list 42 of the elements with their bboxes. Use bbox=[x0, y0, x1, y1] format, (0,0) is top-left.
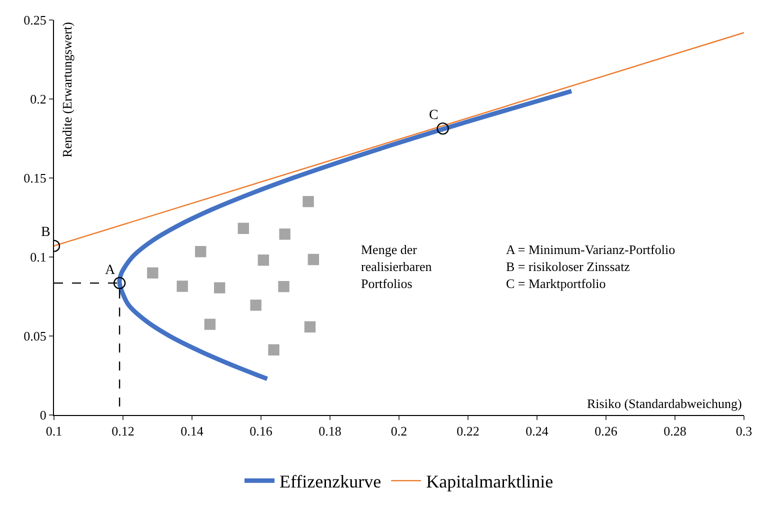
point bbox=[304, 321, 316, 332]
annotation: A = Minimum-Varianz-Portfolio B = risikoloser Zinssatz C = Marktportfolio bbox=[506, 242, 676, 291]
point bbox=[204, 318, 216, 330]
point bbox=[147, 267, 158, 279]
annotation: C bbox=[429, 108, 438, 123]
x-tick-label: 0.18 bbox=[318, 424, 342, 439]
legend-label: Kapitalmarktlinie bbox=[426, 472, 554, 492]
point bbox=[302, 196, 314, 208]
x-tick-label: 0.14 bbox=[180, 424, 204, 439]
x-tick-label: 0.16 bbox=[250, 424, 273, 439]
point bbox=[238, 222, 250, 234]
x-tick-label: 0.3 bbox=[736, 424, 752, 439]
x-tick-label: 0.1 bbox=[46, 424, 62, 439]
legend-label: Effizenzkurve bbox=[280, 472, 382, 492]
x-tick-label: 0.28 bbox=[664, 424, 686, 439]
point bbox=[176, 280, 188, 292]
x-axis-title: Risiko (Standardabweichung) bbox=[587, 396, 742, 411]
annotation: B bbox=[41, 225, 50, 240]
y-axis-title: Rendite (Erwartungswert) bbox=[59, 22, 74, 158]
annotation: Menge der realisierbaren Portfolios bbox=[361, 242, 432, 291]
y-tick-label: 0.15 bbox=[24, 170, 46, 186]
point bbox=[278, 280, 290, 292]
x-tick-label: 0.12 bbox=[112, 424, 134, 439]
y-tick-label: 0.05 bbox=[24, 328, 46, 344]
x-tick-label: 0.2 bbox=[390, 424, 408, 439]
point bbox=[258, 254, 270, 266]
x-tick-label: 0.26 bbox=[594, 424, 618, 439]
annotation: A bbox=[105, 263, 116, 278]
x-tick-label: 0.22 bbox=[456, 424, 480, 439]
point bbox=[436, 122, 449, 135]
point bbox=[279, 228, 290, 240]
y-tick-label: 0.25 bbox=[24, 12, 46, 28]
y-tick-label: 0.1 bbox=[30, 250, 46, 265]
point bbox=[250, 300, 262, 311]
point bbox=[268, 344, 280, 356]
y-tick-label: 0 bbox=[40, 408, 46, 423]
point bbox=[214, 282, 226, 294]
y-tick-label: 0.2 bbox=[30, 92, 46, 107]
point bbox=[195, 246, 206, 258]
x-tick-label: 0.24 bbox=[526, 424, 549, 439]
point bbox=[308, 254, 320, 266]
point bbox=[113, 276, 126, 290]
